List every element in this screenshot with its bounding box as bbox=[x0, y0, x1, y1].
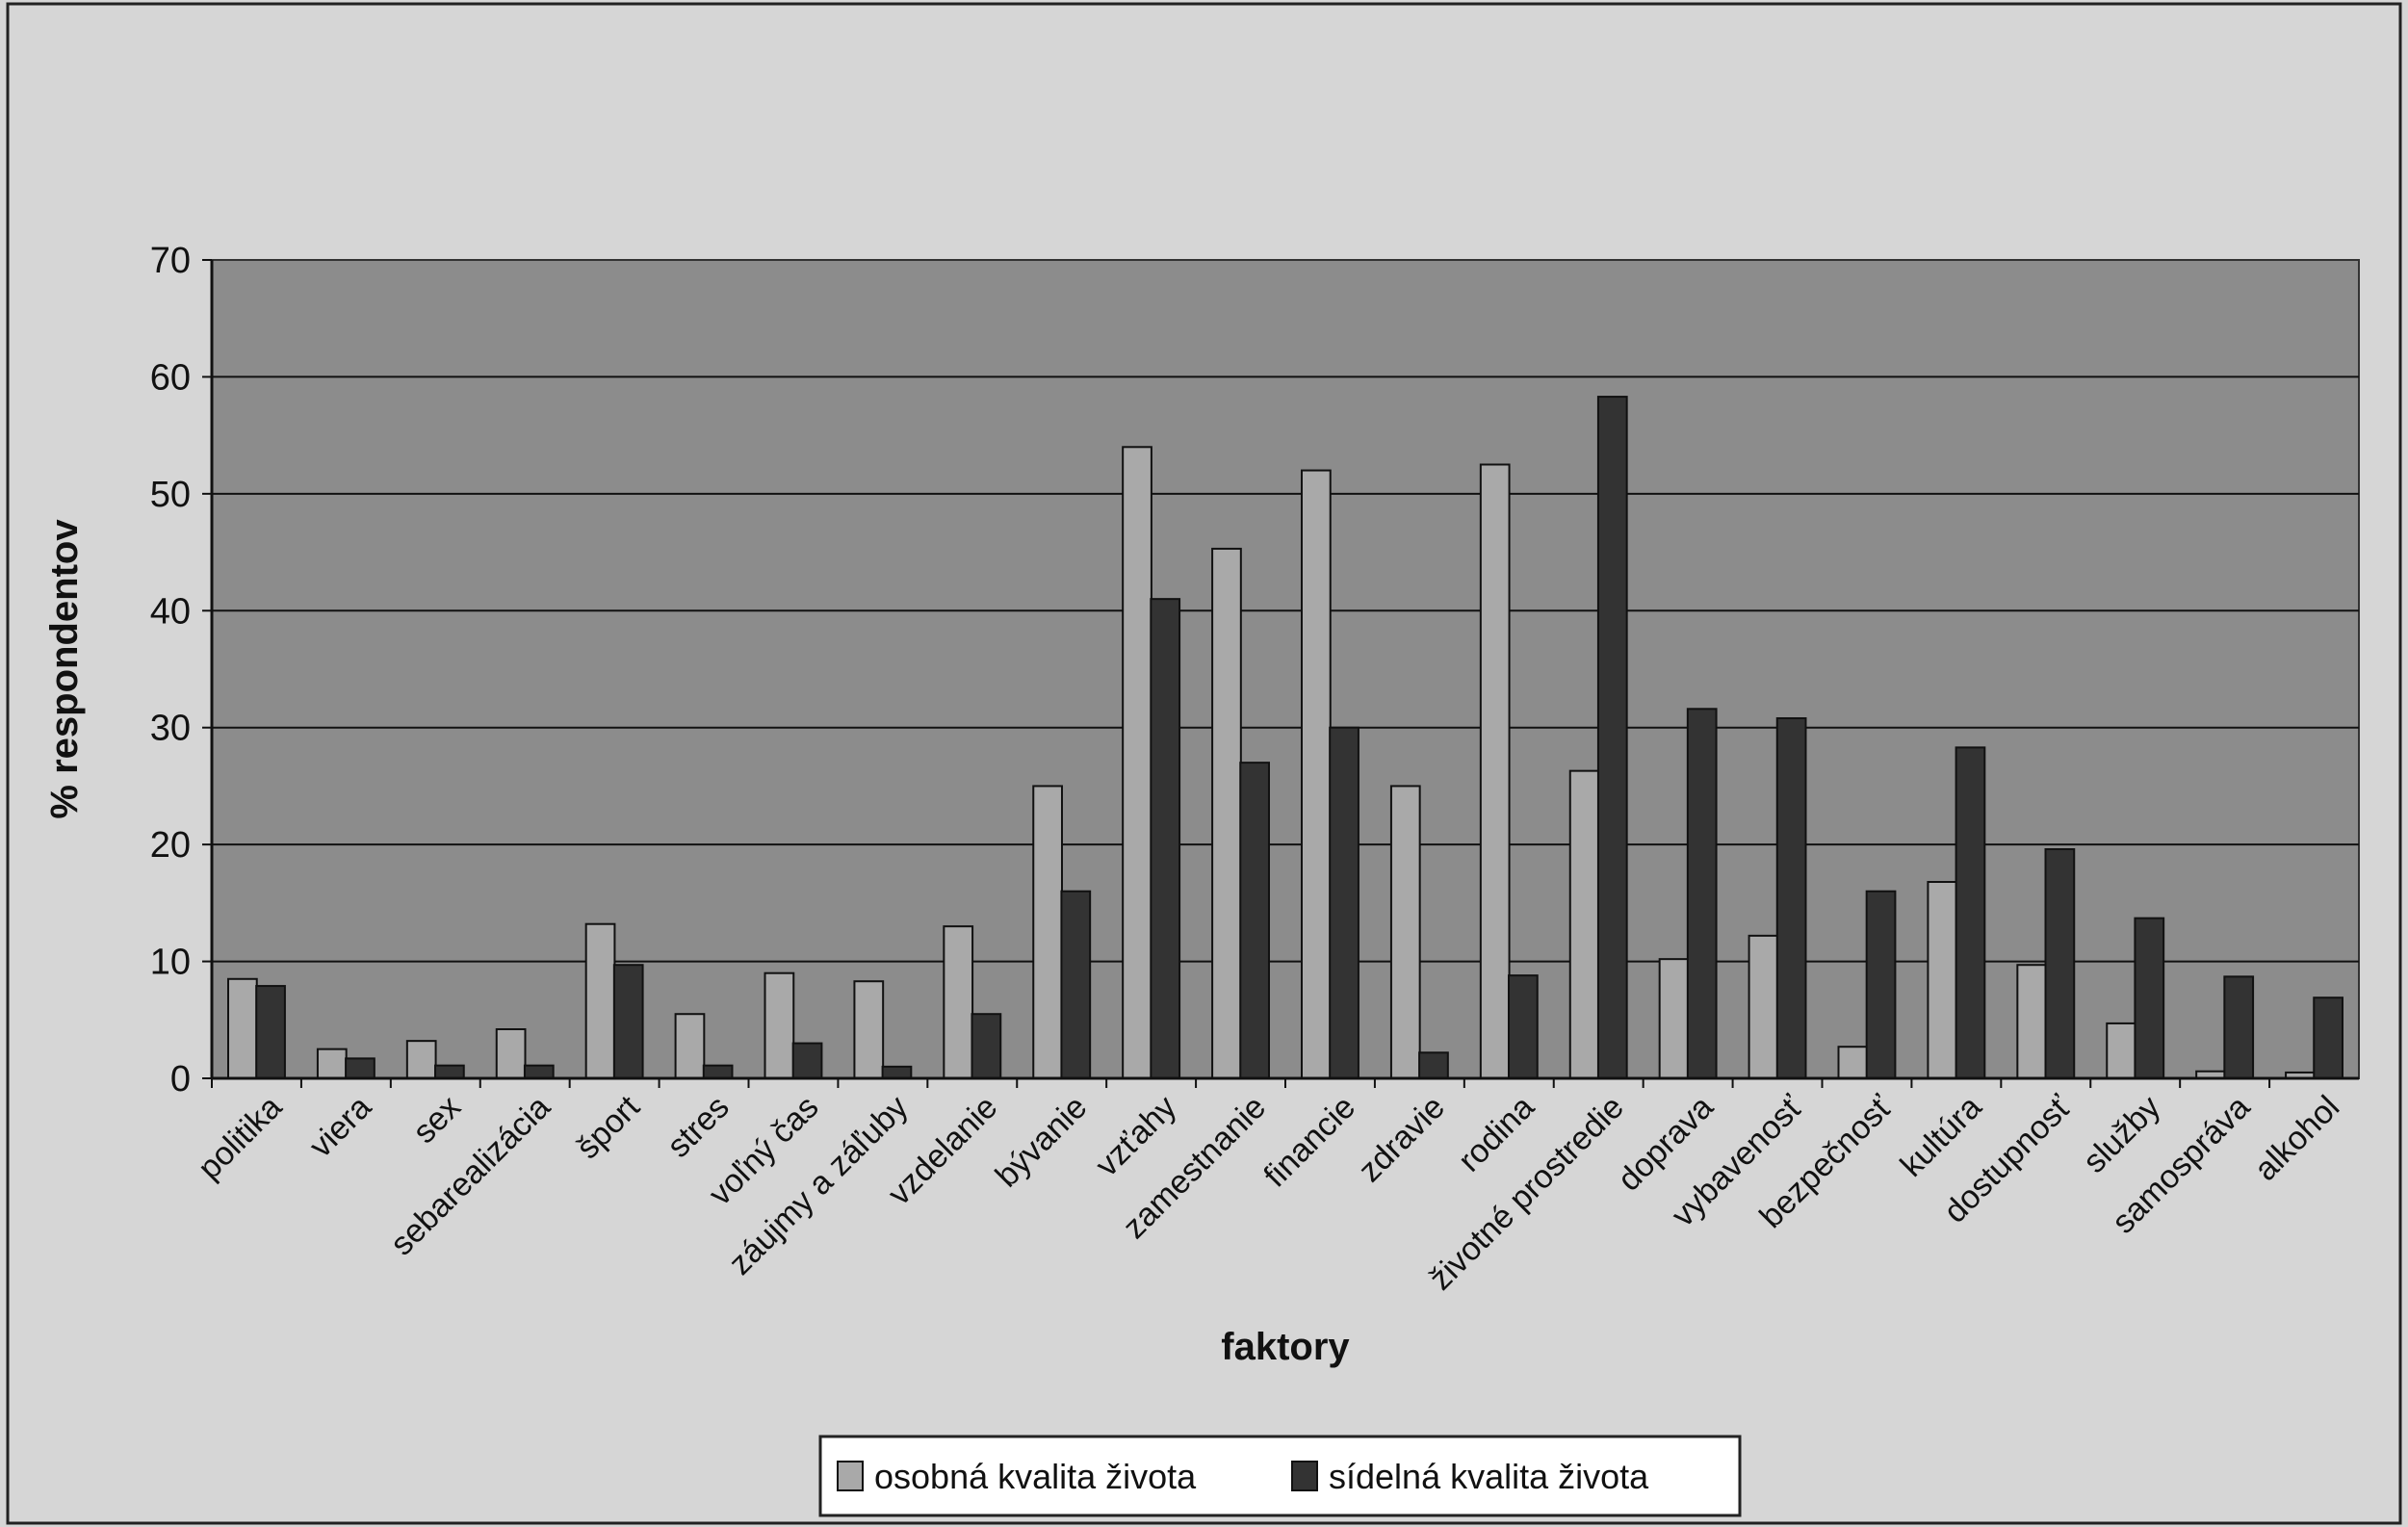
bar-osobna bbox=[1927, 881, 1958, 1079]
y-tick-label: 30 bbox=[150, 709, 191, 749]
bar-sidelna bbox=[1865, 890, 1897, 1080]
bar-osobna bbox=[1389, 785, 1421, 1080]
y-axis-label: % respondentov bbox=[43, 519, 86, 819]
legend-label-osobna: osobná kvalita života bbox=[874, 1457, 1197, 1496]
bar-sidelna bbox=[1329, 726, 1359, 1079]
bar-sidelna bbox=[1596, 396, 1628, 1080]
y-tick-label: 60 bbox=[150, 357, 191, 398]
bar-sidelna bbox=[1686, 708, 1718, 1079]
y-tick-label: 50 bbox=[150, 475, 191, 515]
bar-osobna bbox=[853, 980, 885, 1080]
x-axis-label: faktory bbox=[1221, 1326, 1350, 1368]
legend-label-sidelna: sídelná kvalita života bbox=[1329, 1457, 1649, 1496]
bar-sidelna bbox=[702, 1064, 734, 1079]
bar-sidelna bbox=[1508, 974, 1539, 1080]
legend-swatch-osobna bbox=[837, 1461, 864, 1491]
bar-osobna bbox=[495, 1028, 527, 1079]
bar-osobna bbox=[1479, 463, 1511, 1079]
bar-sidelna bbox=[2223, 975, 2255, 1079]
bar-sidelna bbox=[881, 1065, 913, 1080]
bar-sidelna bbox=[523, 1064, 555, 1079]
legend: osobná kvalita života sídelná kvalita ži… bbox=[818, 1435, 1742, 1517]
bar-osobna bbox=[674, 1013, 706, 1079]
bar-sidelna bbox=[971, 1013, 1002, 1079]
legend-swatch-sidelna bbox=[1291, 1461, 1318, 1491]
chart-frame bbox=[6, 2, 2402, 1525]
bar-osobna bbox=[227, 977, 258, 1079]
bar-sidelna bbox=[2313, 996, 2343, 1079]
bar-osobna bbox=[584, 922, 616, 1080]
bar-sidelna bbox=[1239, 762, 1270, 1080]
bar-sidelna bbox=[2044, 848, 2076, 1079]
bar-osobna bbox=[943, 925, 974, 1080]
bar-sidelna bbox=[255, 985, 286, 1079]
y-tick-label: 20 bbox=[150, 825, 191, 866]
bar-osobna bbox=[316, 1048, 348, 1079]
bar-sidelna bbox=[1150, 598, 1181, 1080]
bar-sidelna bbox=[1418, 1051, 1449, 1080]
bar-sidelna bbox=[1775, 717, 1807, 1079]
bar-osobna bbox=[1211, 547, 1242, 1079]
bar-sidelna bbox=[791, 1042, 823, 1079]
bar-osobna bbox=[1837, 1046, 1869, 1079]
bars bbox=[211, 396, 2343, 1088]
bar-osobna bbox=[764, 971, 795, 1080]
bar-sidelna bbox=[1060, 890, 1092, 1080]
bar-osobna bbox=[2016, 964, 2048, 1080]
bar-osobna bbox=[1658, 958, 1690, 1080]
y-tick-label: 40 bbox=[150, 591, 191, 632]
bar-sidelna bbox=[1955, 746, 1986, 1079]
bar-osobna bbox=[2106, 1022, 2136, 1080]
y-tick-label: 10 bbox=[150, 943, 191, 983]
y-tick-label: 0 bbox=[170, 1059, 191, 1100]
bar-osobna bbox=[405, 1040, 437, 1079]
y-tick-label: 70 bbox=[150, 241, 191, 281]
gridlines bbox=[202, 259, 2359, 1079]
bar-osobna bbox=[1301, 469, 1332, 1080]
bar-osobna bbox=[1122, 446, 1152, 1079]
bar-osobna bbox=[1032, 785, 1063, 1080]
bar-sidelna bbox=[434, 1064, 465, 1079]
bar-osobna bbox=[1568, 769, 1600, 1080]
bar-osobna bbox=[1748, 934, 1779, 1079]
bar-sidelna bbox=[345, 1057, 375, 1080]
bar-sidelna bbox=[2134, 917, 2165, 1080]
y-tick-labels: 0 10 20 30 40 50 60 70 bbox=[150, 241, 191, 1100]
legend-box bbox=[818, 1435, 1742, 1517]
bar-sidelna bbox=[612, 964, 644, 1080]
plot-area bbox=[211, 259, 2360, 1079]
